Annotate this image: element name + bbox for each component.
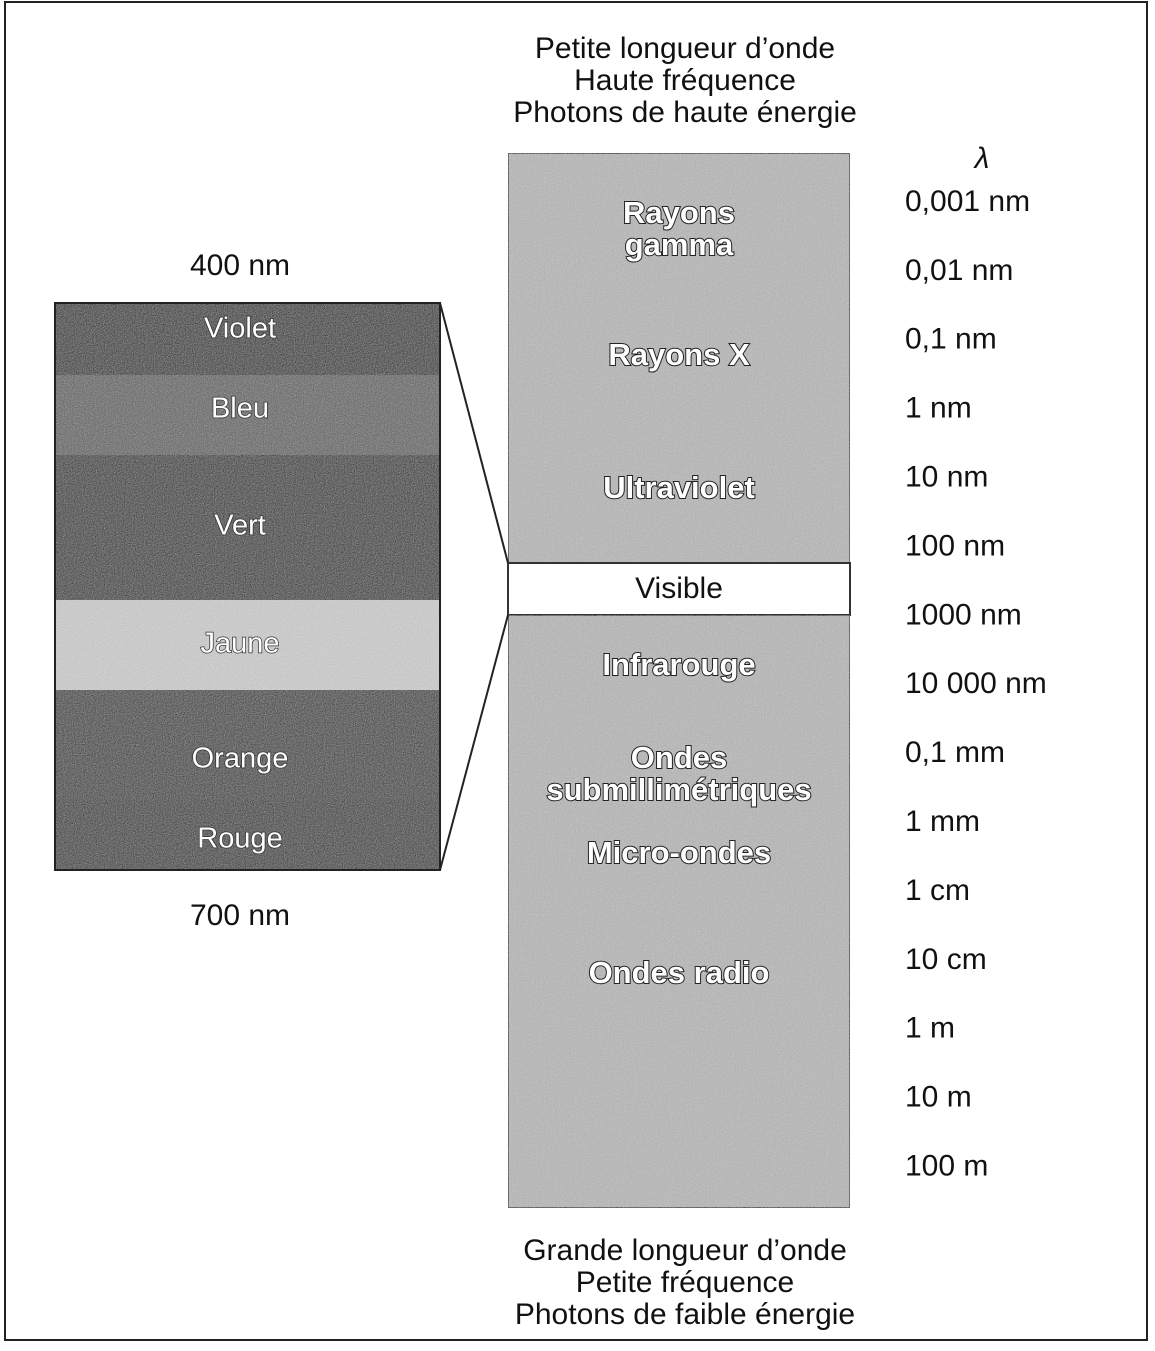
wavelength-top: 400 nm <box>190 249 290 282</box>
lower-spectrum <box>507 614 851 1209</box>
header-line: Photons de haute énergie <box>513 96 857 129</box>
visible-band <box>507 562 851 616</box>
color-strip <box>55 800 440 870</box>
footer-line: Petite fréquence <box>576 1266 794 1299</box>
zoom-line <box>439 302 509 564</box>
scale-label: 0,1 nm <box>905 323 997 356</box>
scale-label: 1 cm <box>905 874 970 907</box>
color-label: Orange <box>192 743 289 775</box>
color-label: Jaune <box>200 628 279 660</box>
footer-line: Photons de faible énergie <box>515 1298 855 1331</box>
frame <box>4 1 1148 1341</box>
scale-label: 1000 nm <box>905 598 1022 631</box>
header-line: Petite longueur d’onde <box>535 32 835 65</box>
color-label: Vert <box>214 510 266 542</box>
scale-label: 0,1 mm <box>905 736 1005 769</box>
band-label: Ondes <box>631 740 727 775</box>
color-strip <box>55 303 440 375</box>
color-strip <box>55 375 440 455</box>
scale-label: 10 000 nm <box>905 667 1047 700</box>
color-strip <box>55 455 440 600</box>
band-label: Ultraviolet <box>603 470 755 505</box>
color-label: Rouge <box>197 823 282 855</box>
visible-box-border <box>54 302 441 871</box>
scale-label: 1 m <box>905 1012 955 1045</box>
color-label: Violet <box>204 313 276 345</box>
scale-label: 1 mm <box>905 805 980 838</box>
scale-label: 0,001 nm <box>905 185 1030 218</box>
scale-label: 0,01 nm <box>905 254 1013 287</box>
band-label: Rayons <box>623 195 735 230</box>
visible-spectrum: Violet Bleu Vert Jaune Orange Rouge 400 nm 700 … <box>54 249 441 932</box>
band-label: Micro-ondes <box>587 835 771 870</box>
band-label: Visible <box>635 572 723 605</box>
color-strip <box>55 600 440 690</box>
band-label: gamma <box>625 227 734 262</box>
band-label: Ondes radio <box>589 955 770 990</box>
band-label: Rayons X <box>608 337 750 372</box>
header-line: Haute fréquence <box>574 64 796 97</box>
upper-spectrum <box>507 152 851 564</box>
band-label: Infrarouge <box>602 647 755 682</box>
scale-label: 100 m <box>905 1150 988 1183</box>
lambda-symbol: λ <box>973 142 990 175</box>
scale-label: 1 nm <box>905 392 972 425</box>
color-strip <box>55 690 440 800</box>
wavelength-bottom: 700 nm <box>190 899 290 932</box>
scale: λ 0,001 nm 0,01 nm 0,1 nm 1 nm 10 nm 100 nm 100… <box>905 142 1047 1183</box>
color-label: Bleu <box>211 393 269 425</box>
zoom-line <box>439 614 509 871</box>
scale-label: 10 m <box>905 1081 972 1114</box>
scale-label: 10 cm <box>905 943 987 976</box>
footer-line: Grande longueur d’onde <box>523 1234 847 1267</box>
scale-label: 10 nm <box>905 461 988 494</box>
scale-label: 100 nm <box>905 529 1005 562</box>
band-label: submillimétriques <box>546 772 811 807</box>
